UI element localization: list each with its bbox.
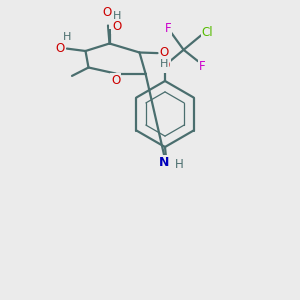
Text: N: N	[159, 156, 169, 169]
Text: O: O	[103, 5, 112, 19]
Text: H: H	[160, 59, 168, 70]
Text: F: F	[165, 22, 171, 35]
Text: F: F	[199, 60, 206, 73]
Text: H: H	[63, 32, 71, 42]
Text: O: O	[160, 59, 169, 72]
Text: O: O	[110, 15, 119, 28]
Text: Cl: Cl	[202, 26, 213, 39]
Text: O: O	[160, 46, 169, 59]
Text: O: O	[112, 20, 122, 33]
Text: H: H	[175, 158, 184, 172]
Text: H: H	[113, 11, 121, 21]
Text: O: O	[56, 41, 65, 55]
Text: O: O	[111, 74, 120, 87]
